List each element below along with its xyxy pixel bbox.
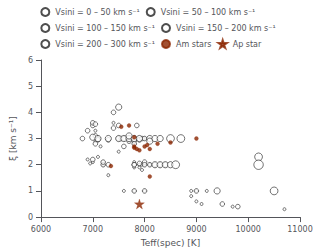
svg-text:6000: 6000	[31, 225, 51, 234]
svg-text:Vsini = 200 – 300 km s⁻¹: Vsini = 200 – 300 km s⁻¹	[55, 40, 155, 49]
svg-text:Ap star: Ap star	[233, 40, 262, 49]
svg-text:5: 5	[28, 82, 33, 91]
svg-text:8000: 8000	[134, 225, 154, 234]
svg-text:Teff(spec) [K]: Teff(spec) [K]	[140, 238, 200, 248]
svg-text:9000: 9000	[186, 225, 206, 234]
svg-text:6: 6	[28, 56, 33, 65]
svg-text:3: 3	[28, 134, 33, 143]
svg-text:4: 4	[28, 108, 33, 117]
svg-text:1: 1	[28, 186, 33, 195]
svg-text:Vsini = 100 – 150 km s⁻¹: Vsini = 100 – 150 km s⁻¹	[55, 24, 155, 33]
svg-text:Vsini = 50 – 100 km s⁻¹: Vsini = 50 – 100 km s⁻¹	[161, 8, 256, 17]
svg-text:11000: 11000	[287, 225, 312, 234]
svg-text:Am stars: Am stars	[176, 40, 211, 49]
svg-text:10000: 10000	[235, 225, 260, 234]
svg-text:ξ [km s⁻¹]: ξ [km s⁻¹]	[8, 116, 18, 161]
svg-text:Vsini = 0 – 50 km s⁻¹: Vsini = 0 – 50 km s⁻¹	[55, 8, 139, 17]
svg-text:7000: 7000	[83, 225, 103, 234]
svg-text:2: 2	[28, 160, 33, 169]
svg-text:Vsini = 150 – 200 km s⁻¹: Vsini = 150 – 200 km s⁻¹	[176, 24, 276, 33]
svg-text:0: 0	[28, 213, 33, 222]
